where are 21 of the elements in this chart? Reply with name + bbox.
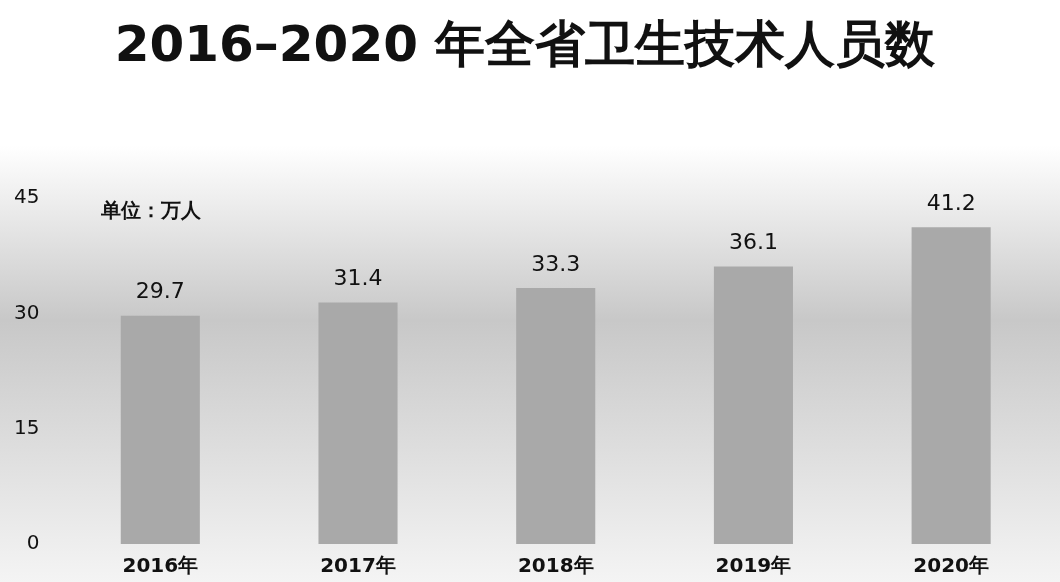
bar bbox=[713, 266, 793, 544]
bar bbox=[516, 287, 596, 544]
bar bbox=[120, 315, 200, 544]
data-label: 36.1 bbox=[728, 229, 778, 255]
data-label: 33.3 bbox=[531, 250, 581, 276]
y-tick-label: 15 bbox=[14, 414, 40, 439]
y-tick-label: 0 bbox=[26, 530, 40, 555]
x-tick-label: 2019年 bbox=[715, 553, 792, 578]
y-tick-label: 45 bbox=[14, 184, 40, 209]
x-tick-label: 2018年 bbox=[517, 553, 594, 578]
bar bbox=[318, 302, 398, 544]
bar bbox=[911, 227, 991, 544]
x-tick-label: 2016年 bbox=[122, 553, 199, 578]
x-tick-label: 2017年 bbox=[320, 553, 396, 578]
chart-title: 2016–2020 年全省卫生技术人员数 bbox=[114, 14, 937, 73]
annotation: 单位：万人 bbox=[100, 198, 203, 223]
data-label: 31.4 bbox=[333, 265, 383, 291]
y-tick-label: 30 bbox=[14, 299, 40, 324]
x-tick-label: 2020年 bbox=[913, 553, 989, 578]
data-label: 29.7 bbox=[135, 278, 185, 304]
data-label: 41.2 bbox=[926, 189, 976, 215]
